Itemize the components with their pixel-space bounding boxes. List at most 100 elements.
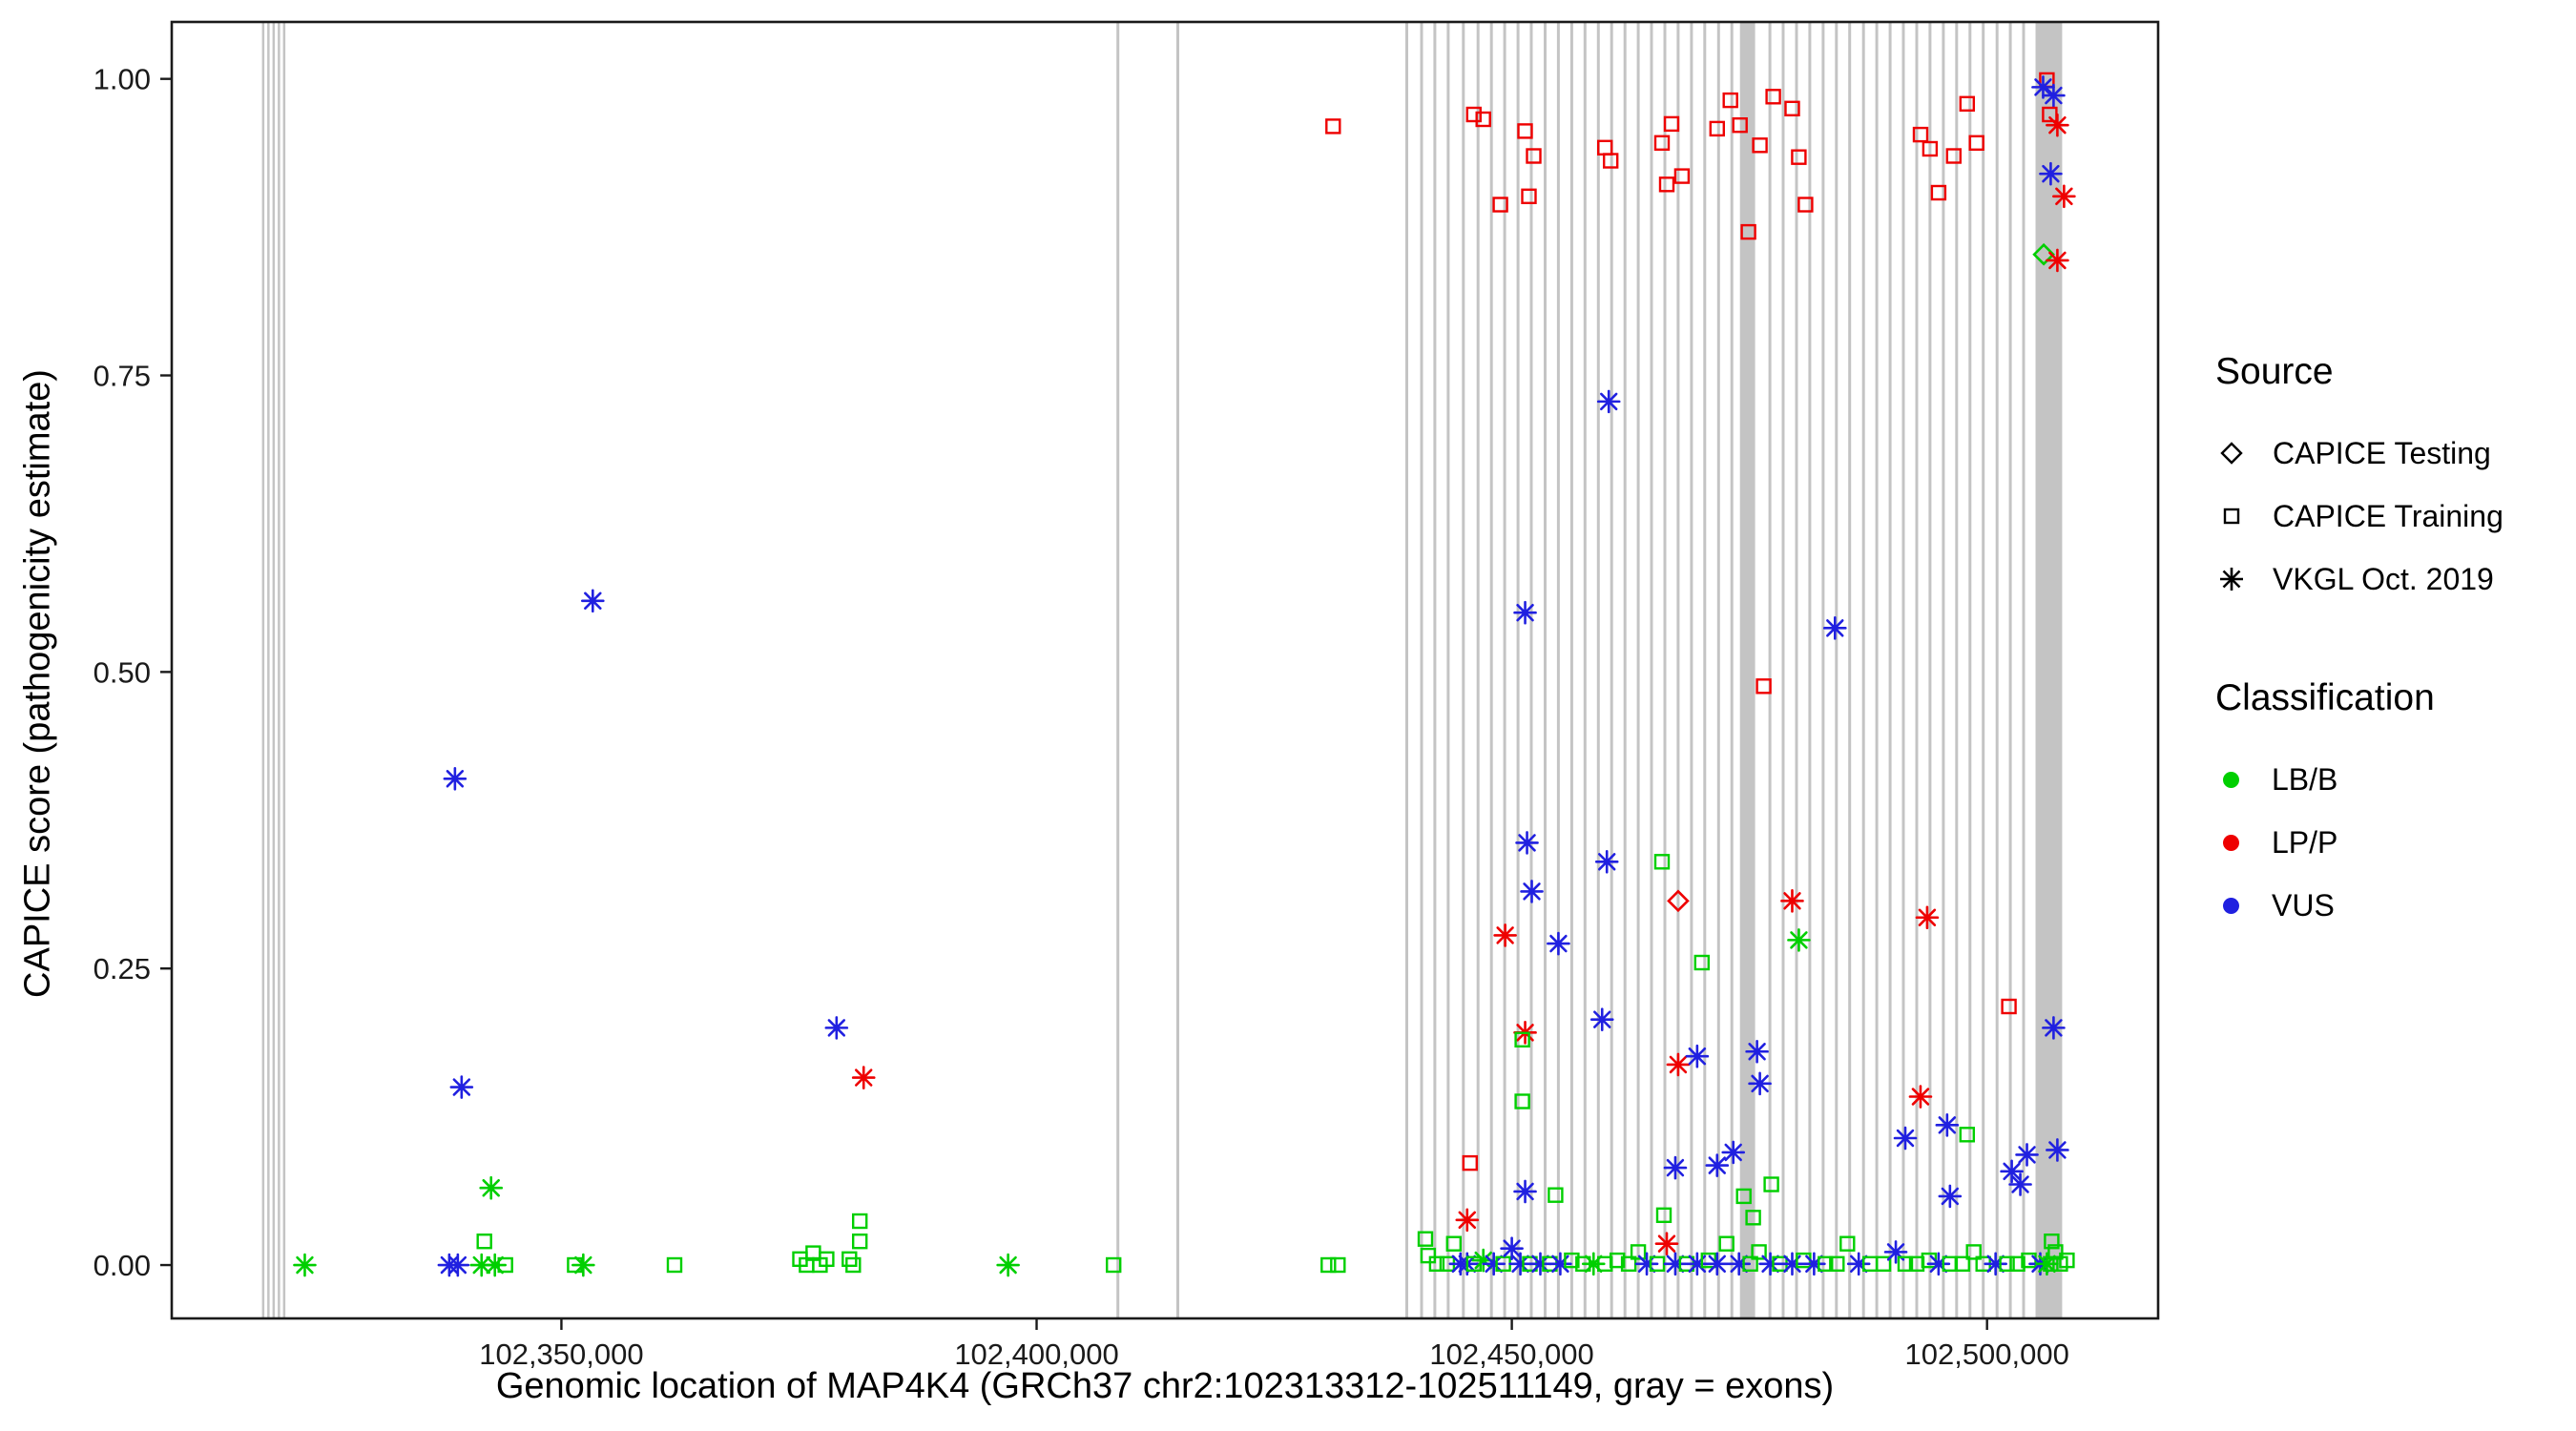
data-point [1513, 1179, 1537, 1204]
exon-band [1716, 22, 1720, 1318]
exon-band [1489, 22, 1493, 1318]
data-point [1630, 1244, 1647, 1260]
exon-band [267, 22, 270, 1318]
exon-band [1650, 22, 1653, 1318]
data-point [1602, 153, 1619, 169]
data-point [1320, 1256, 1337, 1274]
data-point [1455, 1208, 1480, 1233]
legend: Source CAPICE Testing CAPICE Training [2215, 351, 2568, 937]
data-point [2008, 1172, 2032, 1196]
exon-band [1476, 22, 1480, 1318]
exon-band [1676, 22, 1680, 1318]
data-point [2052, 184, 2076, 209]
exon-band [1982, 22, 1985, 1318]
data-point [1752, 137, 1768, 154]
x-tick-label: 102,450,000 [1429, 1338, 1593, 1371]
data-point [1596, 389, 1621, 414]
data-point [1959, 1127, 1976, 1143]
data-point [1482, 1252, 1506, 1276]
data-point [1935, 1113, 1960, 1137]
legend-label-capice-testing: CAPICE Testing [2273, 435, 2491, 470]
data-point [1908, 1085, 1933, 1109]
legend-item-vkgl: VKGL Oct. 2019 [2215, 548, 2568, 611]
data-point [1883, 1240, 1908, 1264]
data-point [1654, 1232, 1679, 1255]
data-point [1999, 1255, 2015, 1273]
exon-band [1995, 22, 1999, 1318]
data-point [449, 1075, 474, 1099]
data-point [1945, 148, 1963, 164]
data-point [1508, 1252, 1532, 1276]
data-point [2039, 161, 2063, 186]
data-point [851, 1066, 876, 1089]
data-point [476, 1233, 492, 1250]
exon-band [1405, 22, 1408, 1318]
legend-item-lpp: LP/P [2215, 811, 2568, 874]
data-point [1954, 1255, 1971, 1273]
data-point [2009, 1255, 2025, 1273]
data-point [2047, 1244, 2064, 1260]
data-point [1922, 140, 1939, 157]
data-point [1526, 148, 1542, 164]
data-point [1445, 1235, 1463, 1252]
x-axis-title: Genomic location of MAP4K4 (GRCh37 chr2:… [495, 1366, 1835, 1406]
data-point [1791, 149, 1807, 165]
data-point [852, 1233, 868, 1250]
exon-band [1768, 22, 1772, 1318]
legend-item-capice-testing: CAPICE Testing [2215, 422, 2568, 485]
exon-band [1928, 22, 1932, 1318]
data-point [2032, 242, 2055, 266]
exon-band [1663, 22, 1667, 1318]
exon-band [1583, 22, 1587, 1318]
exon-band [1503, 22, 1506, 1318]
data-point [1663, 115, 1680, 133]
exon-band [1569, 22, 1573, 1318]
data-point [2031, 75, 2055, 99]
exon-band [1516, 22, 1520, 1318]
data-point [1105, 1256, 1122, 1274]
data-point [1521, 188, 1537, 205]
data-point [1915, 905, 1940, 930]
lbb-dot-icon [2223, 771, 2239, 788]
data-point [819, 1251, 835, 1268]
data-point [1755, 678, 1772, 695]
exon-band [1781, 22, 1785, 1318]
data-point [446, 1253, 470, 1277]
data-point [2015, 1143, 2039, 1167]
data-point [497, 1256, 513, 1274]
data-point [1745, 1039, 1769, 1064]
data-point [1965, 1244, 1982, 1260]
exon-band [1808, 22, 1812, 1318]
data-point [1765, 89, 1781, 105]
data-point [1709, 120, 1726, 137]
legend-label-lbb: LB/B [2272, 761, 2338, 797]
data-point [1492, 197, 1508, 213]
exon-band [1176, 22, 1179, 1318]
data-point [1548, 1187, 1564, 1203]
data-point [1930, 184, 1947, 201]
data-point [1655, 1207, 1672, 1224]
data-point [1893, 1126, 1918, 1151]
exon-band [1446, 22, 1450, 1318]
data-point [1784, 100, 1800, 117]
data-point [1666, 1052, 1691, 1077]
data-point [1634, 1252, 1659, 1276]
exon-band [1433, 22, 1437, 1318]
data-point [1839, 1235, 1856, 1252]
data-point [1609, 1252, 1626, 1269]
exon-band [1888, 22, 1892, 1318]
exon-band [1901, 22, 1905, 1318]
exon-band [272, 22, 276, 1318]
exon-band [1636, 22, 1640, 1318]
data-point [2059, 1252, 2075, 1269]
data-point [2042, 1016, 2066, 1040]
data-point [1797, 197, 1814, 213]
data-point [1705, 1252, 1730, 1276]
exon-band [1610, 22, 1613, 1318]
data-point [1705, 1153, 1730, 1177]
exon-band [1968, 22, 1972, 1318]
y-tick-label: 0.50 [93, 655, 151, 689]
data-point [1758, 1252, 1782, 1276]
data-point [1428, 1255, 1445, 1273]
